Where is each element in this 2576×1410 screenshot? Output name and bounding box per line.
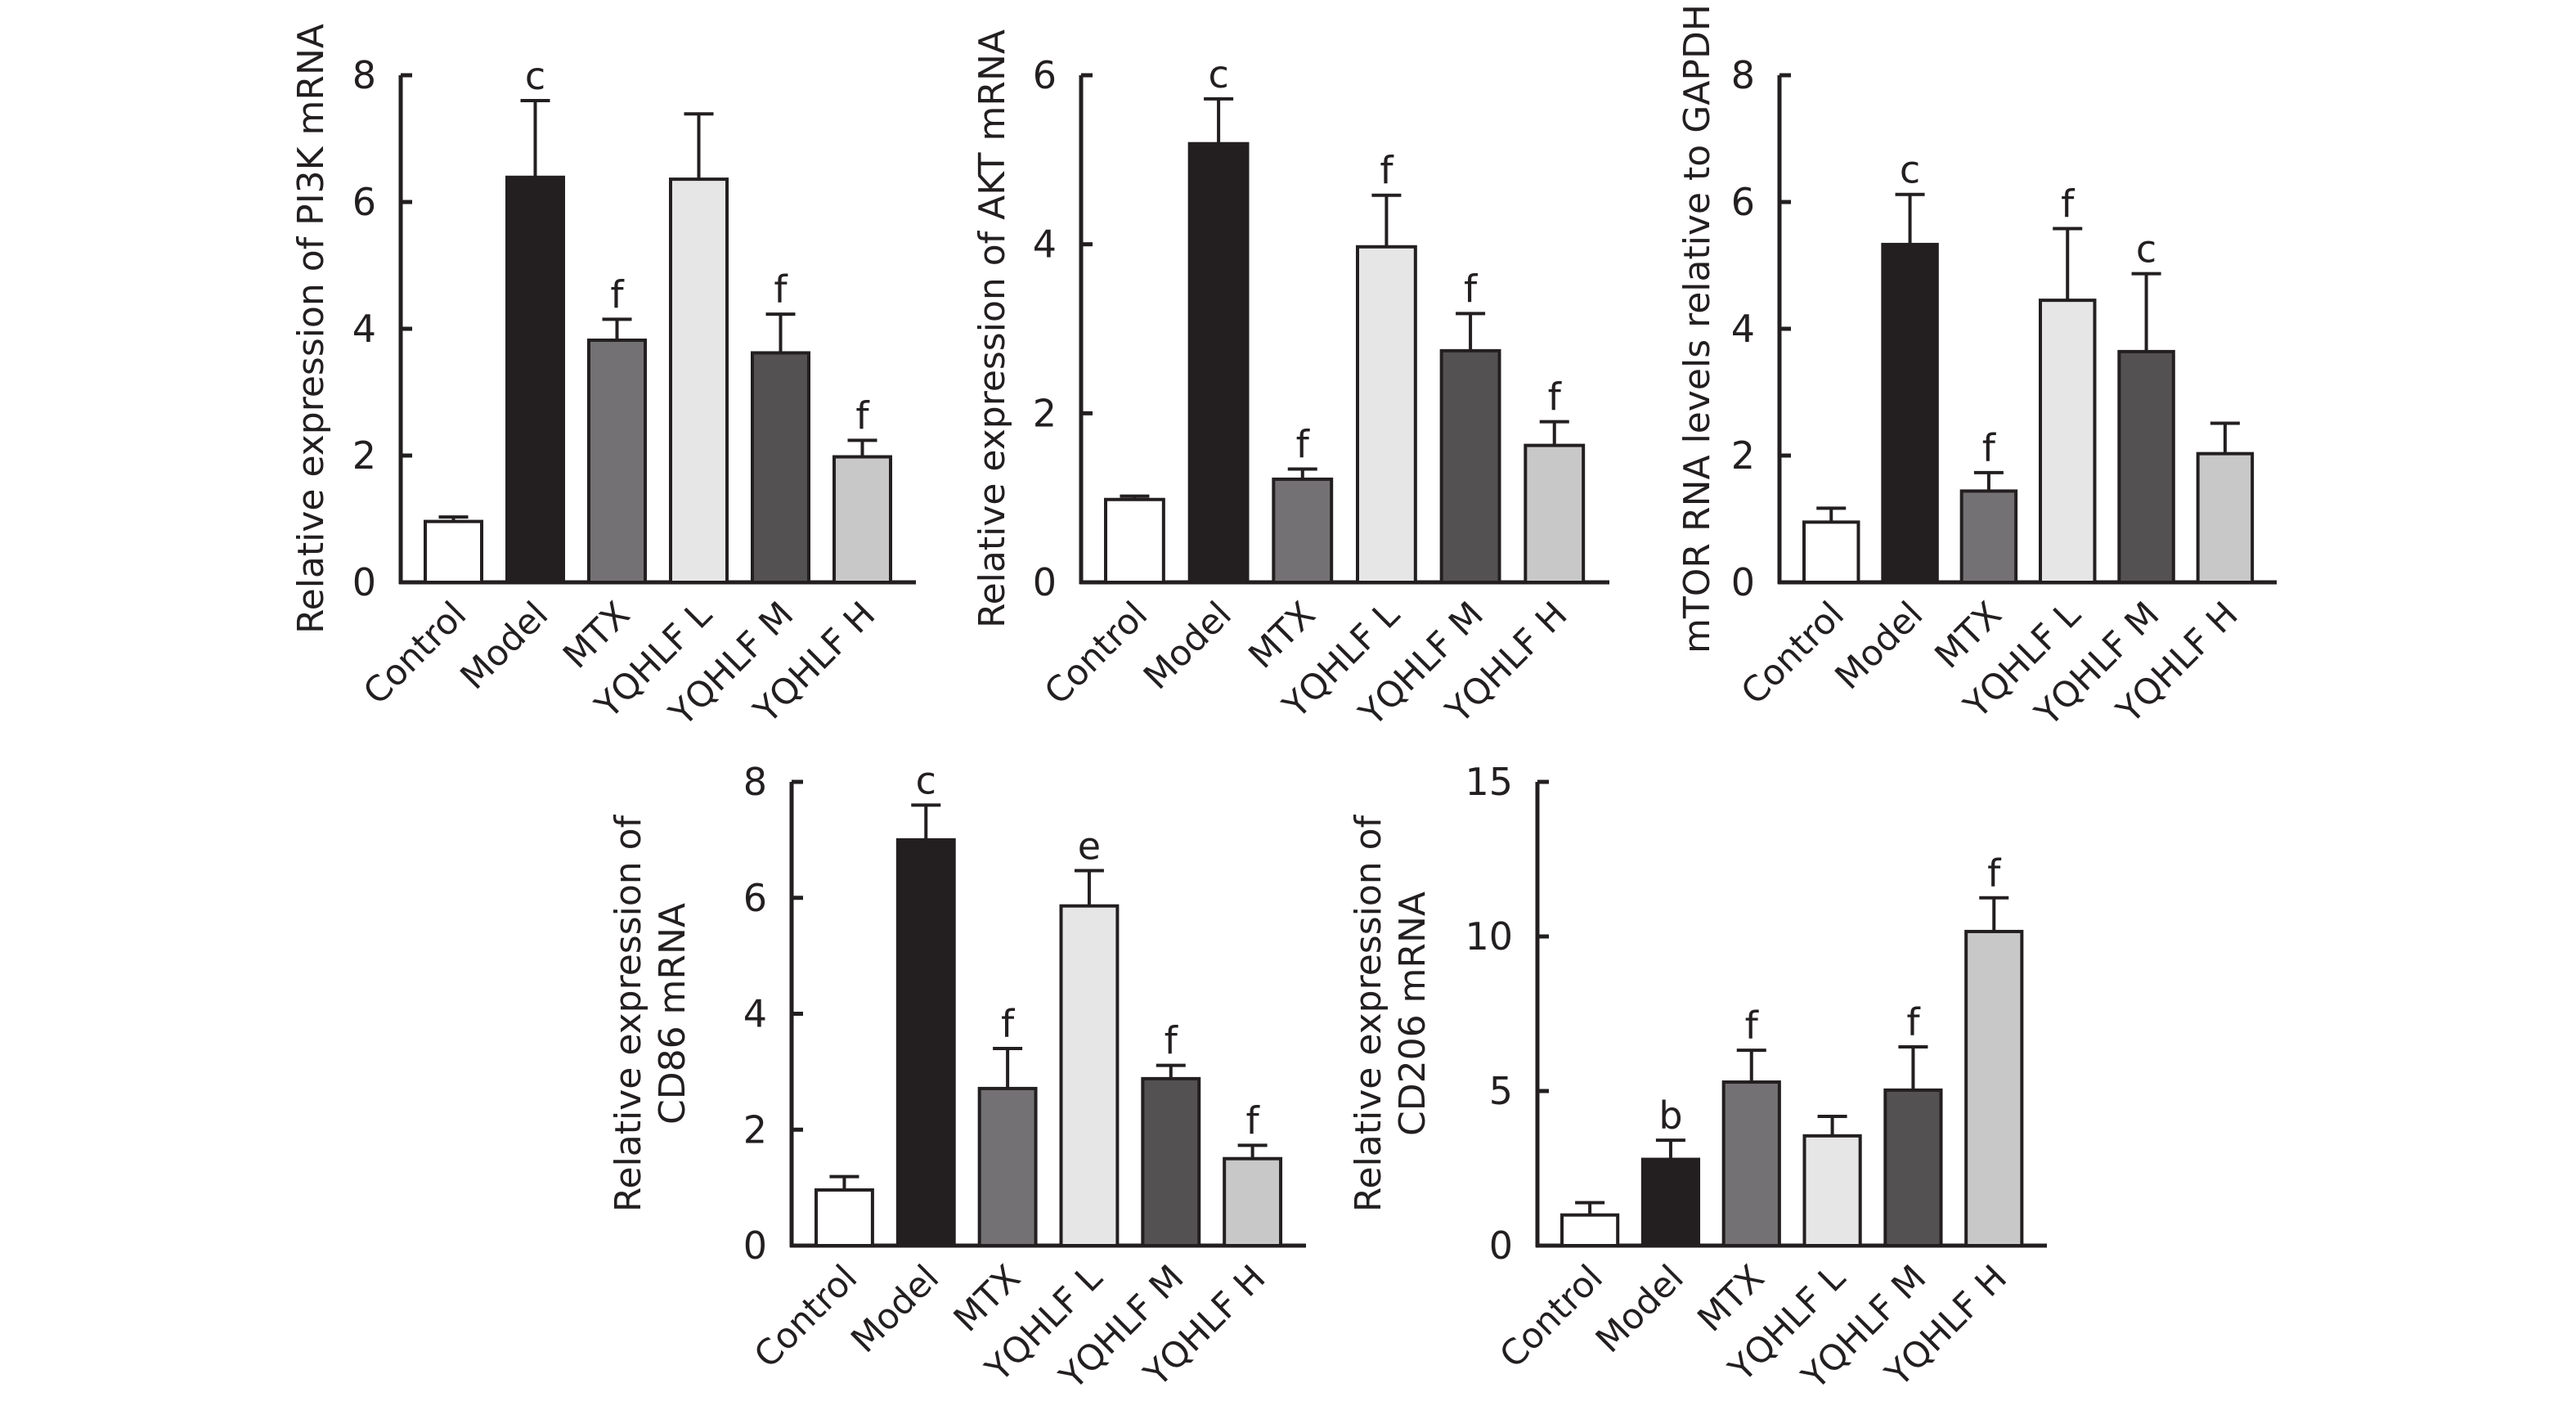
- y-axis-title: mTOR RNA levels relative to GAPDH: [1676, 4, 1718, 653]
- category-label: Control: [1734, 594, 1852, 712]
- category-label: Model: [1588, 1257, 1692, 1361]
- bar-model: [1640, 1157, 1701, 1247]
- bar-yqhlf-l: [1802, 1134, 1862, 1248]
- bar-mtx: [1959, 489, 2018, 585]
- significance-label: f: [2061, 182, 2076, 227]
- y-tick-label: 0: [1731, 560, 1755, 604]
- bar-yqhlf-h: [1964, 929, 2024, 1248]
- y-tick-label: 5: [1489, 1069, 1513, 1113]
- bar-yqhlf-m: [751, 351, 810, 584]
- panel-mtor-chart: 0 2 4 6 8 mTOR RNA levels relative to GAPDH Co…: [1676, 4, 2277, 734]
- panel-cd86-chart: 0 2 4 6 8 Relative expression of CD86 mRNA Cont…: [608, 758, 1306, 1398]
- y-tick-label: 0: [1033, 560, 1057, 604]
- y-tick-label: 8: [1731, 53, 1755, 97]
- significance-label: c: [2136, 227, 2156, 272]
- y-axis-title: CD86 mRNA: [652, 903, 693, 1125]
- significance-label: f: [1548, 375, 1563, 420]
- y-tick-label: 2: [1731, 433, 1755, 478]
- significance-label: f: [1464, 267, 1479, 311]
- y-tick-label: 6: [352, 180, 376, 224]
- category-label: Model: [453, 594, 557, 698]
- y-tick-label: 4: [743, 992, 767, 1036]
- bar-model: [505, 175, 565, 584]
- y-tick-label: 8: [743, 760, 767, 804]
- y-tick-label: 0: [352, 560, 376, 604]
- y-tick-label: 0: [1489, 1224, 1513, 1268]
- significance-label: f: [1296, 423, 1311, 467]
- y-tick-label: 10: [1465, 914, 1513, 959]
- significance-label: f: [1745, 1004, 1760, 1048]
- category-label: Control: [356, 594, 474, 712]
- y-axis-title: Relative expression of: [1348, 814, 1389, 1212]
- y-axis-title: Relative expression of PI3K mRNA: [290, 24, 332, 634]
- bar-model: [1881, 242, 1939, 584]
- bar-model: [895, 837, 956, 1247]
- significance-label: c: [1208, 52, 1228, 97]
- bar-yqhlf-l: [1356, 245, 1417, 584]
- y-axis-title: CD206 mRNA: [1392, 891, 1434, 1136]
- category-label: Model: [843, 1257, 947, 1361]
- y-tick-label: 8: [352, 53, 376, 97]
- bar-control: [424, 519, 483, 584]
- bar-model: [1187, 141, 1250, 584]
- bar-yqhlf-h: [2196, 451, 2255, 584]
- bar-yqhlf-h: [1223, 1156, 1283, 1247]
- panel-pi3k-chart: 0 2 4 6 8 Relative expression of PI3K mRNA Con…: [290, 24, 916, 734]
- significance-label: f: [1380, 149, 1394, 193]
- bar-mtx: [977, 1086, 1038, 1247]
- panel-akt-chart: 0 2 4 6 Relative expression of AKT mRNA Contr…: [972, 29, 1609, 734]
- significance-label: c: [916, 758, 936, 802]
- y-tick-label: 6: [1033, 53, 1057, 97]
- bar-mtx: [587, 338, 647, 584]
- significance-label: c: [525, 54, 545, 98]
- bar-mtx: [1272, 477, 1334, 585]
- category-label: Model: [1136, 594, 1240, 698]
- category-label: Control: [1037, 594, 1156, 712]
- bar-yqhlf-m: [1141, 1076, 1201, 1247]
- y-axis-title: Relative expression of AKT mRNA: [972, 29, 1013, 628]
- bar-mtx: [1721, 1080, 1781, 1247]
- significance-label: f: [610, 272, 625, 317]
- bar-yqhlf-h: [832, 455, 892, 584]
- y-tick-label: 4: [1731, 307, 1755, 351]
- y-tick-label: 6: [1731, 180, 1755, 224]
- y-tick-label: 6: [743, 876, 767, 920]
- y-tick-label: 2: [1033, 391, 1057, 435]
- y-tick-label: 0: [743, 1224, 767, 1268]
- bar-yqhlf-l: [669, 177, 729, 584]
- bar-yqhlf-l: [2039, 299, 2097, 584]
- significance-label: c: [1900, 148, 1920, 192]
- significance-label: f: [1906, 1000, 1921, 1044]
- category-label: Model: [1828, 594, 1932, 698]
- significance-label: f: [1246, 1098, 1261, 1143]
- bar-yqhlf-l: [1059, 904, 1120, 1247]
- bar-yqhlf-m: [1439, 348, 1501, 584]
- category-label: Control: [1492, 1257, 1611, 1376]
- y-tick-label: 15: [1465, 760, 1513, 804]
- significance-label: f: [855, 393, 870, 438]
- y-tick-label: 2: [743, 1107, 767, 1152]
- y-tick-label: 4: [1033, 222, 1057, 267]
- bar-control: [1802, 520, 1860, 584]
- bar-yqhlf-m: [1883, 1088, 1943, 1247]
- panel-cd206-chart: 0 5 10 15 Relative expression of CD206 mRNA Co…: [1348, 760, 2047, 1398]
- bar-control: [1560, 1213, 1620, 1248]
- bar-yqhlf-h: [1524, 443, 1586, 584]
- bar-yqhlf-m: [2117, 349, 2175, 584]
- bar-control: [815, 1188, 874, 1247]
- y-axis-title: Relative expression of: [608, 814, 649, 1212]
- significance-label: f: [1165, 1019, 1179, 1063]
- significance-label: f: [774, 267, 788, 312]
- y-tick-label: 4: [352, 307, 376, 351]
- y-tick-label: 2: [352, 433, 376, 478]
- significance-label: f: [1001, 1002, 1016, 1046]
- bar-control: [1104, 497, 1165, 585]
- significance-label: f: [1982, 426, 1997, 470]
- category-label: Control: [747, 1257, 865, 1376]
- significance-label: f: [1987, 851, 2002, 896]
- significance-label: e: [1078, 824, 1101, 868]
- significance-label: b: [1658, 1093, 1682, 1138]
